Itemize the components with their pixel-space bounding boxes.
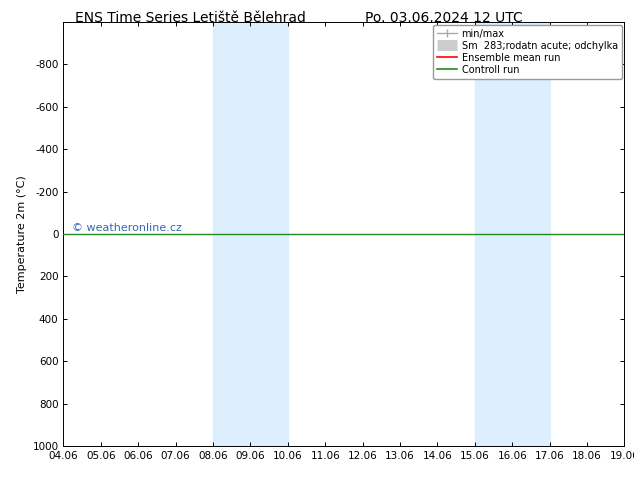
Y-axis label: Temperature 2m (°C): Temperature 2m (°C) [17,175,27,293]
Text: ENS Time Series Letiště Bělehrad: ENS Time Series Letiště Bělehrad [75,11,306,25]
Legend: min/max, Sm  283;rodatn acute; odchylka, Ensemble mean run, Controll run: min/max, Sm 283;rodatn acute; odchylka, … [434,25,621,78]
Bar [475,22,550,446]
Bar [213,22,288,446]
Text: Po. 03.06.2024 12 UTC: Po. 03.06.2024 12 UTC [365,11,522,25]
Text: © weatheronline.cz: © weatheronline.cz [72,223,182,233]
